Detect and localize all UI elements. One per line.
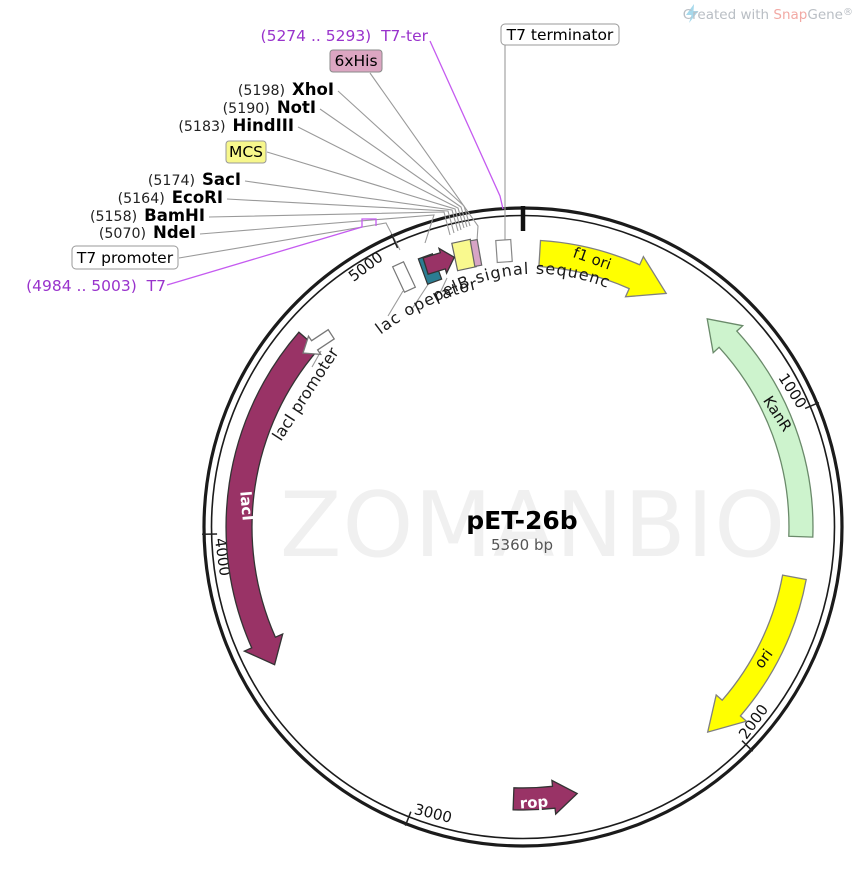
enzyme-bamhi: (5158) BamHI xyxy=(90,206,205,225)
leader-ndei xyxy=(199,214,435,244)
credit-text: Created with SnapGene® xyxy=(683,7,853,23)
feature-rop xyxy=(512,779,579,816)
stub-pelb xyxy=(439,277,448,294)
t7-promoter-callout: T7 promoter xyxy=(71,245,179,270)
tick-1000 xyxy=(804,401,820,410)
snapgene-logo-icon xyxy=(686,4,699,23)
feature-kanr xyxy=(706,317,814,538)
t7-ter-primer-label: (5274 .. 5293) T7-ter xyxy=(261,27,429,45)
enzyme-xhoi: (5198) XhoI xyxy=(238,80,334,99)
feature-laci xyxy=(225,331,320,666)
leader-mcs xyxy=(266,151,462,231)
mcs-callout: MCS xyxy=(225,140,267,164)
tick-5000 xyxy=(390,233,399,249)
tick-3000 xyxy=(404,811,412,826)
his-tag-box xyxy=(329,49,383,73)
stub-lac-operator xyxy=(409,282,430,313)
leader-t7-promoter xyxy=(178,222,401,259)
t7-promoter-text: T7 promoter xyxy=(76,249,174,267)
feature-t7-promoter-box xyxy=(391,260,417,294)
small-feature-boxes xyxy=(391,238,513,294)
leader-lines xyxy=(166,40,506,368)
mcs-label-box xyxy=(225,140,267,164)
t7-terminator-callout: T7 terminator xyxy=(500,23,620,46)
enzyme-hindiii: (5183) HindIII xyxy=(178,116,294,135)
laci-promoter-arrow xyxy=(302,328,336,356)
plasmid-title: pET-26b xyxy=(466,506,577,535)
enzyme-ndei: (5070) NdeI xyxy=(99,223,196,242)
leader-ecori xyxy=(226,198,455,234)
plasmid-backbone xyxy=(202,206,844,848)
tick-2000 xyxy=(741,740,754,752)
enzyme-ecori: (5164) EcoRI xyxy=(118,188,223,207)
leader-saci xyxy=(244,180,459,232)
snapgene-credit: Created with SnapGene® xyxy=(683,4,853,23)
feature-t7-terminator-box xyxy=(495,238,513,264)
leader-6xhis xyxy=(369,72,479,242)
enzyme-noti: (5190) NotI xyxy=(223,98,316,117)
t7-terminator-label-box xyxy=(500,23,620,46)
pelb-arrow xyxy=(422,247,456,276)
watermark-text: ZOMANBIO xyxy=(280,473,786,578)
feature-arrows xyxy=(225,239,814,816)
stub-t7-promoter xyxy=(387,290,404,317)
primer-line-t7ter xyxy=(429,40,504,210)
enzyme-saci: (5174) SacI xyxy=(148,170,241,189)
feature-polygons xyxy=(302,247,456,356)
lac-operator-label: lac operator xyxy=(372,274,480,338)
his-tag-text: 6xHis xyxy=(334,52,377,70)
feature-f1-ori xyxy=(538,239,668,298)
laci-label: lacI xyxy=(236,490,257,521)
tick-label-3000: 3000 xyxy=(412,800,453,827)
leader-hindiii xyxy=(297,126,465,229)
mcs-text: MCS xyxy=(229,143,263,161)
leader-noti xyxy=(319,108,468,228)
tick-label-5000: 5000 xyxy=(345,248,386,285)
feature-his6-box xyxy=(469,238,483,268)
t7-terminator-text: T7 terminator xyxy=(506,26,614,44)
his-tag-callout: 6xHis xyxy=(329,49,383,73)
rop-label: rop xyxy=(519,793,549,813)
primer-line-t7 xyxy=(166,218,377,286)
t7-promoter-label-box xyxy=(71,245,179,270)
leader-bamhi xyxy=(208,211,451,236)
t7-primer-label: (4984 .. 5003) T7 xyxy=(26,277,166,295)
feature-ori xyxy=(706,574,807,734)
plasmid-size: 5360 bp xyxy=(491,536,553,554)
